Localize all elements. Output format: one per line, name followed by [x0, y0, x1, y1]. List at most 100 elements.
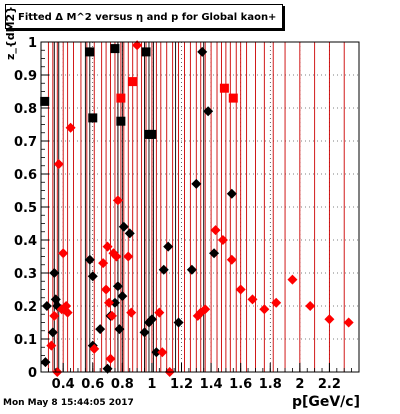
x-tick-label: 2 — [295, 377, 304, 392]
diamond-marker — [305, 301, 316, 311]
diamond-marker — [102, 241, 113, 252]
y-axis-title: z_{dM2} — [4, 6, 17, 60]
chart-title: Fitted Δ M^2 versus η and p for Global k… — [18, 12, 277, 23]
diamond-marker — [118, 221, 129, 232]
diamond-marker — [58, 248, 69, 259]
diamond-marker — [235, 284, 246, 295]
diamond-marker — [114, 324, 125, 335]
square-marker — [219, 83, 229, 93]
diamond-marker — [95, 324, 106, 335]
square-marker — [116, 93, 126, 103]
y-tick-label: 0.6 — [14, 168, 37, 183]
diamond-marker — [271, 297, 282, 308]
diamond-marker — [104, 297, 115, 308]
timestamp: Mon May 8 15:44:05 2017 — [3, 398, 134, 408]
diamond-marker — [132, 40, 143, 51]
diamond-marker — [154, 307, 165, 318]
diamond-marker — [111, 251, 122, 262]
x-axis-title: p[GeV/c] — [291, 394, 360, 410]
diamond-marker — [50, 294, 61, 305]
diamond-marker — [259, 304, 270, 315]
diamond-marker — [98, 258, 109, 269]
diamond-marker — [186, 264, 197, 275]
x-tick-label: 2.2 — [318, 377, 341, 392]
y-tick-label: 0.7 — [14, 135, 37, 150]
square-marker — [40, 96, 50, 106]
diamond-marker — [247, 294, 258, 305]
diamond-marker — [217, 235, 228, 245]
x-tick-label: 1 — [147, 377, 156, 392]
diamond-marker — [49, 310, 60, 321]
diamond-marker — [117, 291, 128, 302]
diamond-marker — [84, 254, 95, 265]
diamond-marker — [139, 327, 150, 338]
diamond-marker — [89, 343, 100, 354]
diamond-marker — [61, 301, 72, 311]
square-marker — [116, 116, 126, 126]
x-tick-label: 1.8 — [259, 377, 282, 392]
y-tick-label: 0.4 — [14, 234, 37, 249]
diamond-marker — [209, 248, 220, 259]
diamond-marker — [112, 281, 123, 292]
diamond-marker — [108, 248, 119, 259]
diamond-marker — [226, 188, 237, 199]
y-tick-label: 0.8 — [14, 102, 37, 117]
diamond-marker — [151, 347, 162, 358]
square-marker — [85, 47, 95, 57]
x-tick-label: 1.2 — [170, 377, 193, 392]
diamond-marker — [157, 347, 168, 358]
diamond-marker — [210, 225, 221, 236]
square-marker — [141, 47, 151, 57]
y-tick-label: 1 — [28, 36, 37, 51]
diamond-marker — [173, 317, 184, 328]
square-marker — [110, 44, 120, 54]
diamond-marker — [197, 46, 208, 57]
x-tick-label: 0.6 — [81, 377, 104, 392]
diamond-marker — [87, 271, 98, 282]
diamond-marker — [124, 228, 135, 239]
square-marker — [88, 113, 98, 123]
diamond-marker — [287, 274, 298, 285]
x-axis: 0.4 0.6 0.8 1 1.2 1.4 1.6 1.8 2 2.2 — [47, 363, 360, 392]
diamond-marker — [123, 251, 134, 262]
diamond-marker — [203, 106, 214, 117]
y-tick-label: 0.5 — [14, 201, 37, 216]
diamond-marker — [126, 307, 137, 318]
title-box: Fitted Δ M^2 versus η and p for Global k… — [5, 4, 283, 29]
diamond-marker — [158, 264, 169, 275]
diamond-marker — [163, 241, 174, 252]
diamond-marker — [191, 178, 202, 189]
diamond-marker — [146, 314, 157, 325]
diamond-marker — [65, 122, 76, 133]
y-tick-label: 0.9 — [14, 69, 37, 84]
x-tick-label: 0.4 — [52, 377, 75, 392]
y-axis-label: z_{dM2} — [4, 5, 17, 60]
diamond-marker — [53, 159, 64, 170]
diamond-marker — [106, 310, 117, 321]
square-marker — [228, 93, 238, 103]
diamond-marker — [49, 268, 60, 278]
grid-lines — [41, 41, 359, 372]
y-axis: 0 0.1 0.2 0.3 0.4 0.5 0.6 0.7 0.8 0.9 1 — [14, 36, 49, 381]
square-marker — [128, 77, 138, 87]
diamond-marker — [226, 254, 237, 265]
diamond-marker — [47, 327, 58, 338]
y-tick-label: 0.1 — [14, 333, 37, 348]
diamond-marker — [46, 340, 57, 351]
x-tick-label: 1.4 — [200, 377, 223, 392]
x-tick-label: 1.6 — [229, 377, 252, 392]
diamond-marker — [200, 304, 211, 315]
diamond-marker — [112, 195, 123, 206]
y-tick-label: 0.3 — [14, 267, 37, 282]
x-tick-label: 0.8 — [111, 377, 134, 392]
diamond-marker — [105, 353, 116, 364]
y-tick-label: 0 — [28, 366, 37, 381]
diamond-marker — [101, 284, 112, 295]
diamond-marker — [343, 317, 354, 328]
plot-frame — [40, 41, 360, 373]
square-marker — [147, 129, 157, 139]
diamond-marker — [62, 307, 73, 318]
diamond-marker — [40, 357, 51, 368]
diamond-marker — [109, 297, 120, 308]
